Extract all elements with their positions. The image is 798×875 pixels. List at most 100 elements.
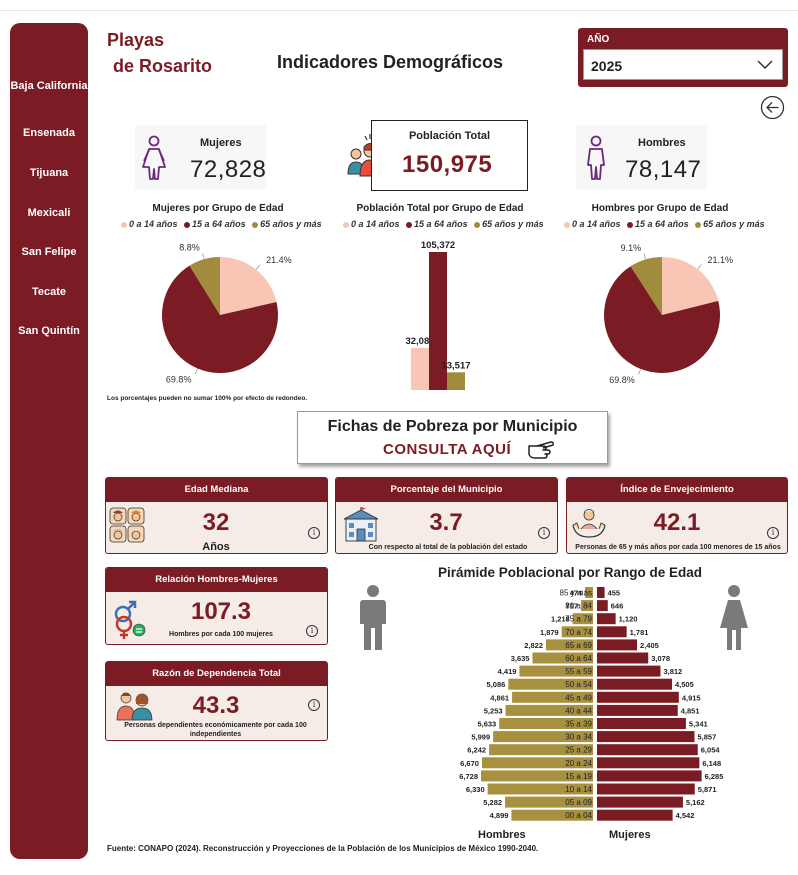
legend-item-g2: 15 a 64 años (414, 219, 468, 229)
pie-hombres-leader-1 (638, 368, 642, 375)
indicator-envejecimiento: Índice de Envejecimiento 42.1 Personas d… (566, 477, 788, 554)
indicator-dependencia: Razón de Dependencia Total 43.3 Personas… (105, 661, 328, 741)
pyramid-bar-mujeres-6 (597, 665, 661, 677)
legend-dot-g3 (474, 221, 481, 228)
bar-total-label-1: 105,372 (421, 240, 455, 251)
pie-hombres-label-2: 9.1% (621, 243, 642, 253)
info-icon[interactable]: i (308, 527, 320, 539)
pyramid-bar-mujeres-2 (597, 613, 616, 625)
pyramid-age-label-0: 85 y más (560, 589, 592, 598)
page-title: Indicadores Demográficos (277, 52, 504, 72)
legend-mujeres: 0 a 14 años 15 a 64 años 65 años y más (117, 219, 322, 229)
indicator-value: 107.3 (190, 598, 252, 625)
pyramid-bar-mujeres-12 (597, 744, 698, 756)
pyramid-value-hombres-6: 4,419 (498, 667, 517, 676)
pyramid-value-mujeres-4: 2,405 (640, 641, 659, 650)
bar-total-bar-2 (447, 372, 465, 390)
kpi-hombres: Hombres 78,147 (576, 125, 707, 189)
indicator-sub: Personas de 65 y más años por cada 100 m… (575, 544, 781, 551)
sidebar-item-san-quintin[interactable]: San Quintín (18, 325, 80, 337)
pyramid-age-label-3: 70 a 74 (565, 628, 592, 637)
pie-mujeres-label-0: 21.4% (266, 255, 292, 265)
pyramid-bar-mujeres-9 (597, 704, 678, 716)
pie-mujeres-leader-1 (194, 368, 199, 375)
pyramid-age-label-14: 15 a 19 (565, 772, 592, 781)
fichas-pobreza-button[interactable]: Fichas de Pobreza por Municipio CONSULTA… (297, 411, 608, 464)
pie-mujeres-leader-2 (202, 253, 205, 260)
back-arrow-icon[interactable] (760, 95, 785, 120)
pie-hombres-slice-2 (630, 257, 662, 315)
pyramid-value-hombres-13: 6,670 (460, 759, 479, 768)
info-icon[interactable]: i (308, 699, 320, 711)
indicator-sub: Hombres por cada 100 mujeres (169, 631, 273, 638)
bar-total-bar-1 (429, 252, 447, 390)
pyramid-value-mujeres-15: 5,871 (698, 785, 717, 794)
pyramid-age-label-9: 40 a 44 (565, 706, 592, 715)
pyramid-bar-hombres-3 (561, 626, 593, 638)
sidebar-item-mexicali[interactable]: Mexicali (27, 207, 71, 219)
pyramid-bar-mujeres-0 (597, 587, 605, 598)
pie-mujeres-slice-1 (161, 265, 278, 373)
indicator-title: Relación Hombres-Mujeres (106, 568, 327, 592)
pyramid-value-mujeres-14: 6,285 (705, 772, 724, 781)
pyramid-bar-hombres-5 (532, 652, 593, 664)
pyramid-bar-hombres-6 (519, 665, 593, 677)
kpi-mujeres-value: 72,828 (190, 156, 267, 183)
info-icon[interactable]: i (538, 527, 550, 539)
pyramid-value-mujeres-5: 3,078 (651, 654, 670, 663)
pyramid-value-hombres-2: 1,218 (551, 615, 570, 624)
pyramid-label-hombres: Hombres (478, 829, 526, 841)
pyramid-bar-mujeres-10 (597, 718, 686, 729)
pyramid-value-hombres-0: 474 (570, 589, 583, 598)
kpi-total-icon-area (345, 130, 393, 185)
pyramid-bar-hombres-4 (546, 639, 593, 651)
consulta-aqui-link: CONSULTA AQUÍ (383, 441, 512, 458)
pyramid-bar-mujeres-5 (597, 652, 649, 664)
pyramid-bar-hombres-12 (489, 744, 593, 756)
pyramid-value-hombres-14: 6,728 (459, 772, 478, 781)
pyramid-label-mujeres: Mujeres (609, 829, 651, 841)
sidebar-item-baja-california[interactable]: Baja California (10, 80, 88, 92)
sidebar-item-ensenada[interactable]: Ensenada (23, 127, 75, 139)
year-filter: AÑO 2025 (578, 28, 788, 87)
pie-mujeres-label-2: 8.8% (179, 243, 200, 253)
sidebar: Baja California Ensenada Tijuana Mexical… (10, 23, 88, 859)
indicator-title: Edad Mediana (106, 478, 327, 502)
pyramid-value-mujeres-13: 6,148 (702, 759, 721, 768)
pyramid-value-hombres-11: 5,999 (471, 733, 490, 742)
pie-hombres-leader-0 (697, 264, 702, 270)
info-icon[interactable]: i (306, 625, 318, 637)
pyramid-value-mujeres-3: 1,781 (630, 628, 649, 637)
indicator-value: 42.1 (653, 509, 701, 536)
indicator-value: 43.3 (192, 692, 240, 719)
brand-line-1: Playas (107, 30, 165, 50)
info-icon[interactable]: i (767, 527, 779, 539)
legend-item-g1: 0 a 14 años (351, 219, 400, 229)
municipality-name: Playas de Rosarito (107, 27, 212, 79)
legend-dot-g2 (406, 221, 413, 228)
year-dropdown[interactable]: 2025 (583, 49, 783, 80)
legend-item-g1: 0 a 14 años (572, 219, 621, 229)
pyramid-value-mujeres-11: 5,857 (698, 733, 717, 742)
pyramid-bar-mujeres-3 (597, 626, 627, 638)
kpi-total-value: 150,975 (402, 151, 493, 178)
pyramid-bar-hombres-10 (499, 718, 593, 729)
pyramid-age-label-8: 45 a 49 (565, 693, 592, 702)
rounding-note: Los porcentajes pueden no sumar 100% por… (107, 395, 308, 402)
pyramid-bar-mujeres-17 (597, 809, 673, 821)
sidebar-item-san-felipe[interactable]: San Felipe (21, 246, 77, 258)
sidebar-item-tijuana[interactable]: Tijuana (29, 167, 69, 179)
pyramid-age-label-10: 35 a 39 (565, 720, 592, 729)
pyramid-bar-hombres-16 (505, 796, 593, 808)
pyramid-value-mujeres-7: 4,505 (675, 680, 694, 689)
indicator-relacion: Relación Hombres-Mujeres 107.3 Hombres p… (105, 567, 328, 645)
legend-dot-g1 (343, 221, 349, 228)
legend-item-g2: 15 a 64 años (635, 219, 689, 229)
pyramid-bar-mujeres-14 (597, 770, 702, 782)
sidebar-item-tecate[interactable]: Tecate (31, 286, 67, 298)
parent-child-icon (116, 692, 153, 721)
indicator-edad-mediana: Edad Mediana 32 Años i (105, 477, 328, 554)
kpi-hombres-label: Hombres (638, 137, 686, 149)
legend-dot-g2 (184, 221, 191, 228)
